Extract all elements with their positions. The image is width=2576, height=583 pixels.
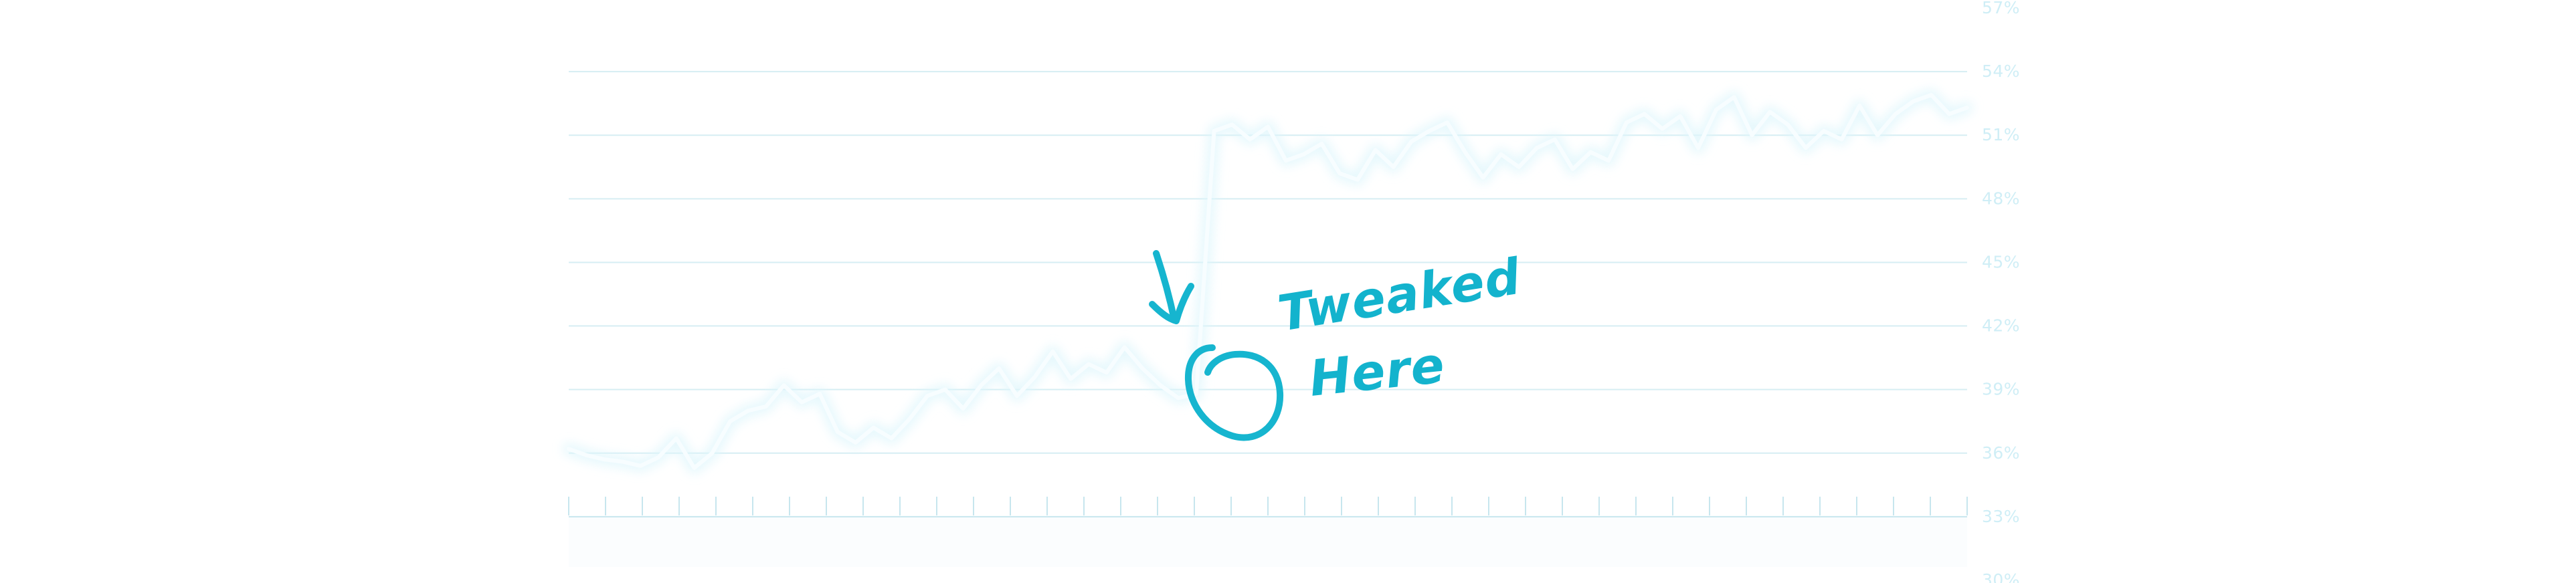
plot-bottom-fade [569,517,1967,567]
grid [569,71,1967,517]
annotation-text-line-2: Here [1307,336,1448,408]
y-tick-label-39: 39% [1982,380,2020,399]
series-layer [563,88,1973,474]
y-tick-label-48: 48% [1982,189,2020,208]
hand-drawn-arrow-icon [1149,250,1194,324]
y-axis-labels: 57% 54% 51% 48% 45% 42% 39% 36% 33% 30% [1982,0,2020,583]
y-tick-label-54: 54% [1982,62,2020,81]
y-tick-label-33: 33% [1982,507,2020,526]
y-tick-label-57: 57% [1982,0,2020,17]
y-tick-label-51: 51% [1982,125,2020,144]
y-tick-label-45: 45% [1982,252,2020,271]
series-line-0 [567,92,1969,470]
series-glow-0 [563,88,1973,474]
y-tick-label-42: 42% [1982,316,2020,336]
y-tick-label-30: 30% [1982,570,2020,583]
y-tick-label-36: 36% [1982,443,2020,463]
x-axis-ticks [568,496,1968,515]
hand-drawn-circle-icon [1184,344,1284,441]
